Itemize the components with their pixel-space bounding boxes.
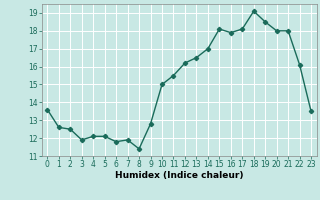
X-axis label: Humidex (Indice chaleur): Humidex (Indice chaleur) [115,171,244,180]
